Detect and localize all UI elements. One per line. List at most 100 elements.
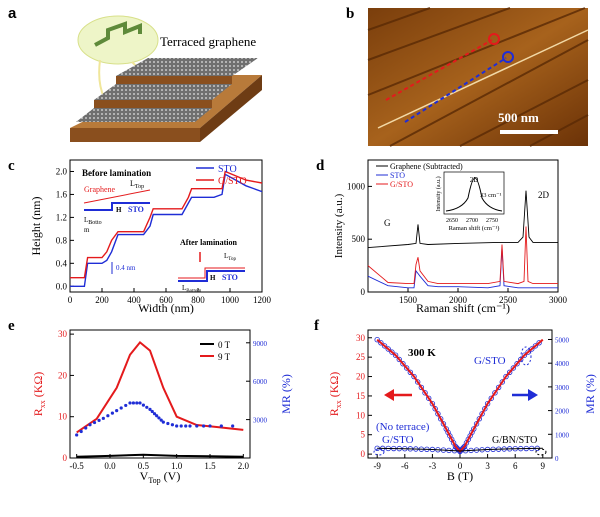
mr-point [124,403,128,408]
mr-circle [396,356,402,363]
y2tick-label: 2000 [555,408,570,416]
xtick-label: 0 [458,461,463,471]
mr-circle [503,373,509,380]
mr-circle [484,400,491,407]
plot-frame-e [69,329,251,459]
mr-circle [381,343,388,349]
graphene-label: Graphene [84,185,116,194]
mr-circle [414,379,421,385]
mr-circle [389,349,395,355]
legend-d-sto: STO [390,171,405,180]
xtick-label: -6 [401,461,409,471]
mr-circle [385,346,391,352]
xtick-label: 800 [191,295,205,305]
mr-point [110,411,114,415]
scalebar-label: 500 nm [498,110,539,125]
xtick-label: 6 [513,461,518,471]
terrace-2 [94,84,232,100]
mr-circle [488,395,494,401]
xlabel-f: B (T) [447,469,473,483]
ytick-label: 10 [356,410,366,420]
mr-point [75,433,79,437]
mr-circle [422,390,428,396]
svg-text:LBotto: LBotto [84,216,102,226]
y2tick-label: 6000 [253,378,268,386]
mr-circle [492,390,498,396]
legend-d-graphene: Graphene (Subtracted) [390,162,463,171]
xtick-label: 2000 [449,295,468,305]
xlabel-d: Raman shift (cm⁻¹) [416,301,510,315]
terrace-1 [76,108,212,122]
mr-point [155,414,159,418]
mr-point [166,421,170,426]
legend-d-gsto: G/STO [390,180,413,189]
panel-label-b: b [346,6,354,22]
legend-c-gsto: G/STO [218,176,247,187]
ytick-label: 5 [361,430,366,440]
svg-text:VTop (V): VTop (V) [140,469,181,485]
mr-circle [510,365,517,371]
svg-text:STO: STO [222,273,238,282]
svg-text:2650: 2650 [446,218,458,224]
ylabel-d: Intensity (a.u.) [333,193,345,258]
series-line [76,453,244,458]
panel-b: b 500 nm [346,6,589,147]
mr-point [79,429,83,434]
mr-point [170,423,174,427]
mr-circle [479,411,485,417]
mr-point [150,409,154,414]
legend-e-0t: 0 T [218,340,231,350]
gbnsto-label: G/BN/STO [492,435,537,446]
svg-text:H: H [210,274,216,282]
svg-text:LTop: LTop [224,252,236,262]
xtick-label: 3000 [549,295,568,305]
mr-point [84,426,88,430]
xtick-label: 0.0 [104,461,116,471]
xtick-label: 2.0 [238,461,250,471]
mr-point [219,424,223,428]
mr-point [202,424,206,428]
xlabel-c: Width (nm) [138,301,194,315]
xtick-label: 1200 [253,295,272,305]
gsto2-label: G/STO [382,434,414,446]
y2tick-label: 4000 [555,360,570,368]
mr-point [106,414,110,418]
mr-point [131,401,135,405]
ytick-label: 0.8 [56,235,68,245]
mr-circle [400,361,406,367]
xtick-label: 600 [159,295,173,305]
blue-marker [502,51,514,63]
series-line [367,247,558,289]
ytick-label: 0 [361,287,366,297]
ytick-label: 1000 [347,181,366,191]
panel-label-d: d [316,158,325,174]
panel-label-e: e [8,318,15,334]
y2tick-label: 9000 [253,340,268,348]
xtick-label: 1.0 [171,461,183,471]
mr-circle [506,369,513,375]
caption-terraced-graphene: Terraced graphene [160,34,256,49]
ytick-label: 30 [356,333,366,343]
after-lamination: After lamination [180,238,238,247]
legend-e-9t: 9 T [218,352,231,362]
step-height: 0.4 nm [116,264,136,272]
mr-point [179,424,183,428]
mr-point [135,401,139,405]
mr-point [97,418,101,422]
xtick-label: 400 [127,295,141,305]
y2label-f: MR (%) [583,374,597,414]
mr-circle [521,352,528,358]
xtick-label: 1.5 [204,461,216,471]
xtick-label: 1500 [399,295,418,305]
mr-point [161,420,165,424]
mr-circle [378,340,384,346]
mr-point [92,420,97,425]
red-profile-line [385,39,493,101]
peak-g: G [384,218,391,228]
y2tick-label: 3000 [555,384,570,392]
blue-profile-line [404,57,507,123]
mr-circle [471,426,477,432]
before-lamination: Before lamination [82,168,151,178]
svg-text:2D: 2D [470,176,479,184]
mr-circle [403,365,410,371]
